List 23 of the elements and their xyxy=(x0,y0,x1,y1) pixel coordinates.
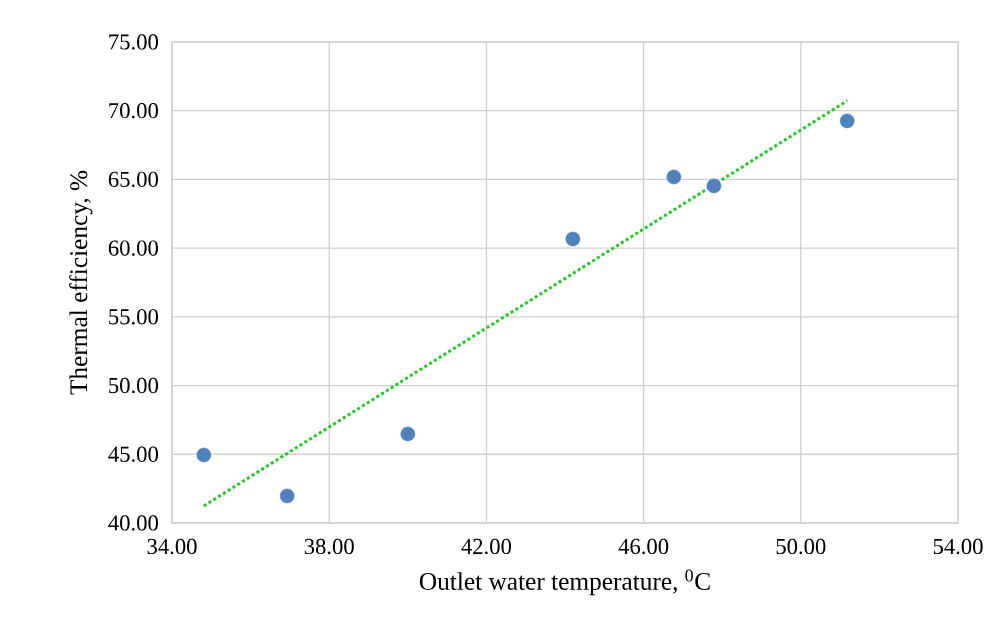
point xyxy=(279,488,295,504)
point xyxy=(565,231,581,247)
point xyxy=(400,426,416,442)
y-tick-label: 65.00 xyxy=(108,171,158,188)
y-tick-label: 75.00 xyxy=(109,34,158,50)
y-tick-label: 40.00 xyxy=(108,515,158,531)
x-tick-label: 50.00 xyxy=(776,538,826,555)
x-tick-label: 54.00 xyxy=(933,538,983,555)
y-tick-label: 60.00 xyxy=(108,240,158,256)
x-tick-label: 42.00 xyxy=(461,538,512,555)
point xyxy=(706,178,722,194)
point xyxy=(196,447,212,463)
x-tick-label: 38.00 xyxy=(304,538,354,555)
y-tick-label: 55.00 xyxy=(109,309,158,325)
y-tick-label: 45.00 xyxy=(108,446,158,462)
point xyxy=(839,113,855,129)
y-axis-title: Thermal efficiency, % xyxy=(69,170,93,395)
x-tick-label: 34.00 xyxy=(147,538,197,555)
x-tick-label: 46.00 xyxy=(618,538,669,555)
point xyxy=(666,169,682,185)
y-tick-label: 50.00 xyxy=(109,377,158,394)
y-tick-label: 70.00 xyxy=(109,103,158,119)
x-axis-title: Outlet water temperature, $^{0}$C xyxy=(419,569,710,596)
